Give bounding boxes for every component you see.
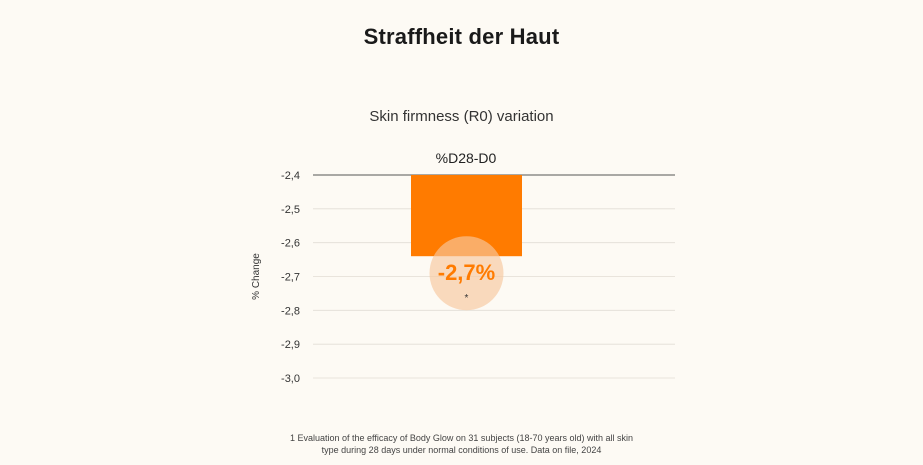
y-tick-label: -3,0 — [281, 373, 300, 385]
annotations: -2,7% * — [429, 236, 504, 311]
grid-lines — [313, 174, 675, 379]
y-tick-label: -2,4 — [281, 170, 300, 182]
bar-chart: -2,4 -2,5 -2,6 -2,7 -2,8 -2,9 -3,0 -2,7% * % Ch… — [251, 150, 675, 385]
chart-title: Skin firmness (R0) variation — [369, 108, 554, 125]
category-label: %D28-D0 — [436, 150, 497, 166]
y-tick-label: -2,8 — [281, 305, 300, 317]
y-tick-label: -2,9 — [281, 339, 300, 351]
y-tick-label: -2,5 — [281, 204, 300, 216]
y-tick-label: -2,7 — [281, 272, 300, 284]
footnote-line-2: type during 28 days under normal conditi… — [321, 445, 602, 455]
y-axis: -2,4 -2,5 -2,6 -2,7 -2,8 -2,9 -3,0 — [281, 170, 300, 385]
significance-marker: * — [465, 293, 469, 304]
bar-value-label: -2,7% — [438, 260, 495, 285]
y-axis-label: % Change — [251, 253, 262, 300]
y-tick-label: -2,6 — [281, 238, 300, 250]
value-highlight-circle — [429, 236, 504, 311]
footnote-line-1: 1 Evaluation of the efficacy of Body Glo… — [289, 433, 633, 443]
page-title: Straffheit der Haut — [363, 24, 560, 49]
footnote: 1 Evaluation of the efficacy of Body Glo… — [0, 432, 923, 456]
